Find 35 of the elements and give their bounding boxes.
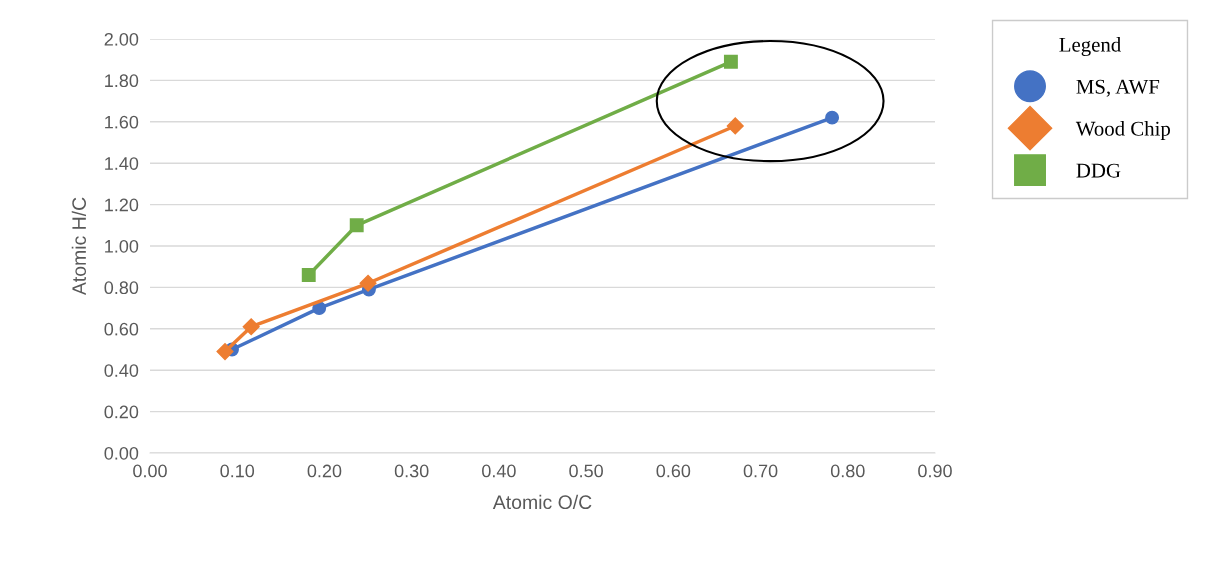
point	[349, 218, 364, 233]
y-tick-label: 1.80	[105, 74, 139, 88]
point	[726, 117, 744, 135]
x-tick-label: 0.30	[394, 464, 429, 478]
y-tick-label: 1.20	[105, 198, 139, 212]
legend-label: MS, AWF	[1076, 79, 1160, 97]
y-axis-title: Atomic H/C	[71, 197, 87, 296]
y-tick-label: 0.40	[104, 364, 139, 377]
point	[216, 343, 234, 361]
x-tick-label: 0.60	[656, 464, 691, 478]
y-tick-label: 0.60	[104, 322, 139, 336]
y-tick-label: 0.00	[104, 446, 139, 460]
legend-label: DDG	[1076, 163, 1121, 178]
x-tick-label: 0.80	[830, 464, 865, 478]
y-tick-label: 1.40	[105, 157, 139, 170]
y-tick-label: 0.80	[104, 281, 139, 295]
point	[242, 318, 260, 336]
x-tick-label: 0.90	[918, 464, 952, 478]
x-tick-label: 0.20	[307, 464, 342, 478]
legend-title: Legend	[1059, 37, 1121, 57]
x-axis-title: Atomic O/C	[492, 494, 592, 510]
point	[825, 110, 840, 125]
x-tick-label: 0.10	[220, 464, 255, 478]
y-tick-label: 2.00	[104, 32, 139, 46]
y-tick-label: 1.60	[105, 115, 139, 129]
legend-label: Wood Chip	[1075, 121, 1171, 140]
x-tick-label: 0.70	[743, 464, 778, 478]
y-tick-label: 1.00	[105, 239, 139, 253]
y-tick-label: 0.20	[104, 405, 139, 419]
point	[301, 268, 316, 282]
point	[723, 54, 738, 69]
x-tick-label: 0.40	[482, 464, 516, 478]
x-tick-label: 0.00	[133, 464, 167, 478]
point	[359, 274, 377, 292]
x-tick-label: 0.50	[569, 464, 603, 478]
